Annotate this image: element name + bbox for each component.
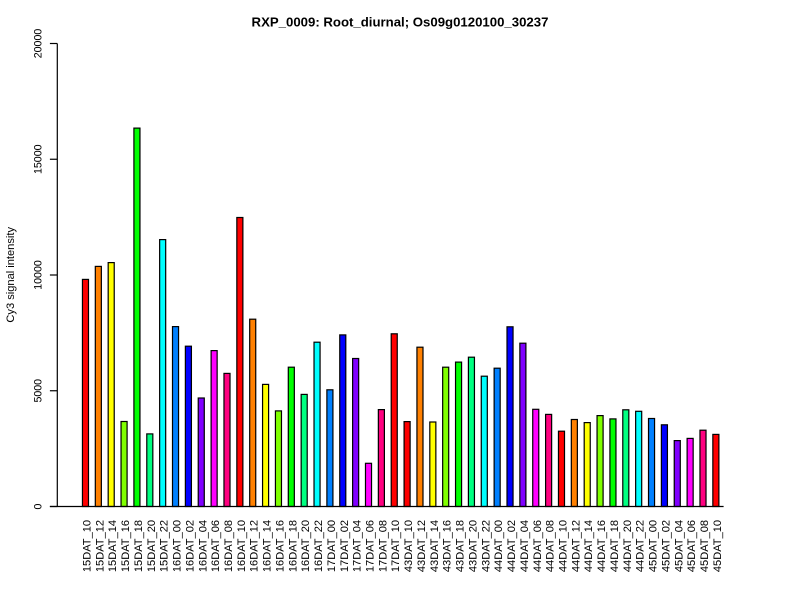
svg-text:43DAT_20: 43DAT_20 [467,520,479,572]
svg-text:RXP_0009: Root_diurnal; Os09g0: RXP_0009: Root_diurnal; Os09g0120100_302… [252,15,549,30]
svg-text:17DAT_02: 17DAT_02 [339,520,351,572]
svg-text:15DAT_14: 15DAT_14 [107,520,119,572]
svg-text:16DAT_12: 16DAT_12 [249,520,261,572]
svg-text:16DAT_22: 16DAT_22 [313,520,325,572]
svg-text:43DAT_22: 43DAT_22 [480,520,492,572]
svg-text:10000: 10000 [33,260,45,290]
svg-text:15DAT_18: 15DAT_18 [133,520,145,572]
svg-text:44DAT_04: 44DAT_04 [519,520,531,572]
svg-text:44DAT_14: 44DAT_14 [583,520,595,572]
svg-text:44DAT_12: 44DAT_12 [570,520,582,572]
svg-text:5000: 5000 [33,379,45,403]
svg-text:16DAT_10: 16DAT_10 [236,520,248,572]
svg-text:17DAT_08: 17DAT_08 [377,520,389,572]
svg-text:16DAT_20: 16DAT_20 [300,520,312,572]
svg-text:17DAT_10: 17DAT_10 [390,520,402,572]
svg-text:44DAT_08: 44DAT_08 [545,520,557,572]
svg-text:15000: 15000 [33,144,45,174]
svg-text:44DAT_00: 44DAT_00 [493,520,505,572]
svg-text:16DAT_14: 16DAT_14 [262,520,274,572]
svg-text:45DAT_00: 45DAT_00 [648,520,660,572]
svg-text:17DAT_06: 17DAT_06 [365,520,377,572]
svg-text:16DAT_02: 16DAT_02 [184,520,196,572]
svg-text:16DAT_00: 16DAT_00 [172,520,184,572]
svg-text:16DAT_08: 16DAT_08 [223,520,235,572]
svg-text:43DAT_18: 43DAT_18 [455,520,467,572]
svg-text:43DAT_14: 43DAT_14 [429,520,441,572]
svg-text:45DAT_10: 45DAT_10 [712,520,724,572]
svg-text:44DAT_18: 44DAT_18 [609,520,621,572]
svg-text:Cy3 signal intensity: Cy3 signal intensity [5,227,17,323]
svg-text:16DAT_04: 16DAT_04 [197,520,209,572]
svg-text:44DAT_02: 44DAT_02 [506,520,518,572]
svg-text:45DAT_02: 45DAT_02 [660,520,672,572]
svg-text:20000: 20000 [33,29,45,59]
svg-text:44DAT_06: 44DAT_06 [532,520,544,572]
svg-text:45DAT_06: 45DAT_06 [686,520,698,572]
svg-text:15DAT_20: 15DAT_20 [146,520,158,572]
svg-text:43DAT_12: 43DAT_12 [416,520,428,572]
svg-text:15DAT_22: 15DAT_22 [159,520,171,572]
svg-text:15DAT_12: 15DAT_12 [94,520,106,572]
svg-text:17DAT_00: 17DAT_00 [326,520,338,572]
svg-text:43DAT_10: 43DAT_10 [403,520,415,572]
svg-text:16DAT_16: 16DAT_16 [274,520,286,572]
svg-text:43DAT_16: 43DAT_16 [442,520,454,572]
svg-text:17DAT_04: 17DAT_04 [352,520,364,572]
svg-text:15DAT_16: 15DAT_16 [120,520,132,572]
svg-text:0: 0 [33,503,45,509]
svg-text:44DAT_22: 44DAT_22 [635,520,647,572]
svg-text:44DAT_20: 44DAT_20 [622,520,634,572]
svg-text:45DAT_04: 45DAT_04 [673,520,685,572]
svg-text:45DAT_08: 45DAT_08 [699,520,711,572]
svg-text:44DAT_16: 44DAT_16 [596,520,608,572]
svg-text:16DAT_06: 16DAT_06 [210,520,222,572]
svg-text:44DAT_10: 44DAT_10 [557,520,569,572]
svg-text:16DAT_18: 16DAT_18 [287,520,299,572]
svg-text:15DAT_10: 15DAT_10 [81,520,93,572]
